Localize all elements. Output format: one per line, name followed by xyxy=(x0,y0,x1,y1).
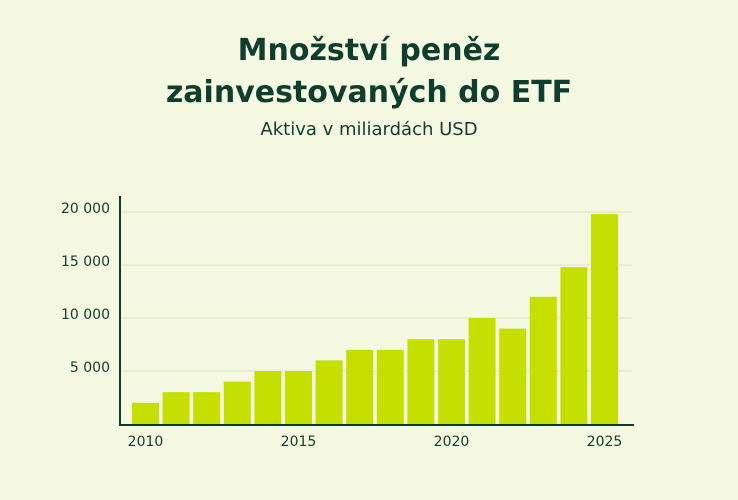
chart-title-line-1: Množství peněz xyxy=(237,33,501,68)
bar xyxy=(346,349,374,424)
chart-subtitle: Aktiva v miliardách USD xyxy=(260,119,478,140)
x-tick-label: 2015 xyxy=(281,434,317,450)
bar xyxy=(529,296,557,424)
bar xyxy=(132,402,159,424)
bar xyxy=(376,349,404,424)
x-tick-label: 2010 xyxy=(128,434,164,450)
bar xyxy=(285,371,312,424)
bar xyxy=(560,267,588,424)
bar xyxy=(407,339,435,424)
y-tick-label: 10 000 xyxy=(61,307,110,323)
bar xyxy=(315,360,343,424)
bar xyxy=(499,328,527,424)
bar xyxy=(468,318,496,424)
bar xyxy=(162,392,190,424)
x-tick-label: 2025 xyxy=(587,434,623,450)
bar xyxy=(254,371,282,424)
bar xyxy=(193,392,221,424)
chart-title: Množství peněz zainvestovaných do ETF xyxy=(0,30,738,114)
y-tick-label: 5 000 xyxy=(70,360,110,376)
bar xyxy=(438,339,465,424)
x-tick-label: 2020 xyxy=(434,434,470,450)
y-tick-label: 20 000 xyxy=(61,201,110,217)
bar xyxy=(223,381,251,424)
bar xyxy=(591,214,618,424)
chart-title-line-2: zainvestovaných do ETF xyxy=(165,75,573,110)
y-tick-label: 15 000 xyxy=(61,254,110,270)
